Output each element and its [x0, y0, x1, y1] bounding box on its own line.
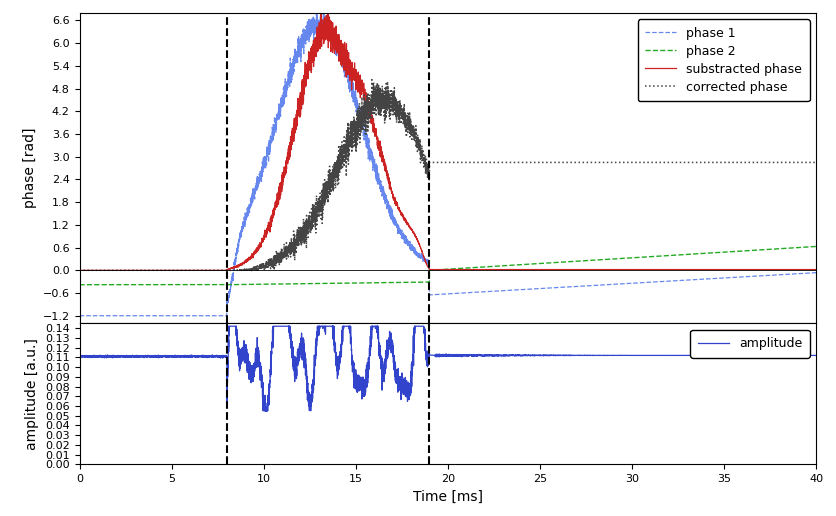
substracted phase	[542, 266, 552, 272]
substracted phase	[659, 266, 669, 272]
phase 1	[74, 313, 84, 319]
phase 2	[542, 260, 552, 266]
amplitude	[74, 353, 84, 360]
phase 1	[111, 313, 121, 319]
corrected phase	[244, 268, 254, 274]
substracted phase	[810, 266, 820, 272]
Legend: amplitude: amplitude	[690, 330, 809, 358]
substracted phase	[323, 10, 333, 16]
phase 1	[319, 8, 329, 14]
phase 2	[810, 244, 820, 250]
substracted phase	[510, 266, 520, 272]
corrected phase	[660, 159, 670, 166]
Line: substracted phase: substracted phase	[79, 13, 815, 270]
phase 2	[74, 282, 84, 288]
phase 2	[111, 282, 121, 288]
phase 1	[542, 285, 552, 291]
corrected phase	[111, 267, 121, 273]
phase 2	[619, 255, 630, 261]
Legend: phase 1, phase 2, substracted phase, corrected phase: phase 1, phase 2, substracted phase, cor…	[637, 19, 809, 101]
amplitude	[223, 323, 233, 329]
phase 2	[510, 262, 520, 268]
Line: corrected phase: corrected phase	[79, 79, 815, 271]
Y-axis label: amplitude [a.u.]: amplitude [a.u.]	[25, 338, 39, 450]
substracted phase	[111, 267, 121, 273]
Line: amplitude: amplitude	[79, 326, 815, 411]
phase 1	[659, 278, 669, 284]
corrected phase	[510, 159, 520, 166]
amplitude	[257, 408, 268, 414]
corrected phase	[366, 76, 376, 83]
phase 1	[810, 269, 820, 276]
corrected phase	[542, 159, 552, 166]
substracted phase	[619, 266, 630, 272]
corrected phase	[74, 267, 84, 273]
phase 2	[341, 280, 351, 286]
corrected phase	[341, 173, 351, 180]
amplitude	[660, 352, 670, 359]
substracted phase	[341, 58, 351, 64]
phase 1	[619, 281, 630, 287]
phase 1	[510, 287, 520, 293]
X-axis label: Time [ms]: Time [ms]	[412, 490, 482, 504]
Line: phase 2: phase 2	[79, 247, 815, 285]
amplitude	[111, 353, 121, 359]
amplitude	[341, 323, 351, 329]
amplitude	[810, 352, 820, 359]
corrected phase	[620, 159, 630, 166]
phase 1	[341, 73, 351, 79]
phase 2	[659, 253, 669, 259]
corrected phase	[810, 159, 820, 166]
amplitude	[620, 352, 630, 359]
Y-axis label: phase [rad]: phase [rad]	[23, 128, 37, 208]
amplitude	[510, 352, 520, 358]
amplitude	[542, 352, 552, 359]
Line: phase 1: phase 1	[79, 11, 815, 316]
substracted phase	[74, 267, 84, 273]
